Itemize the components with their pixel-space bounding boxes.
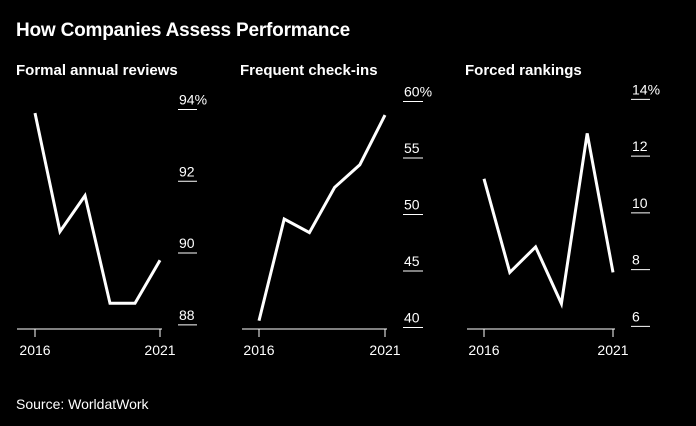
forced-rankings-x-tick-label-2021: 2021 [597,342,628,358]
panel-title-forced-rankings: Forced rankings [465,62,582,79]
formal-annual-reviews-x-tick-label-2016: 2016 [19,342,50,358]
source-note: Source: WorldatWork [16,396,149,412]
forced-rankings-y-tick-label-6: 6 [632,308,640,324]
formal-annual-reviews-y-tick-label-88: 88 [179,307,195,323]
forced-rankings-x-tick-label-2016: 2016 [468,342,499,358]
frequent-check-ins-x-tick-label-2021: 2021 [369,342,400,358]
frequent-check-ins-y-tick-label-60: 60% [404,84,432,100]
formal-annual-reviews-y-tick-label-90: 90 [179,235,195,251]
frequent-check-ins-y-tick-label-55: 55 [404,140,420,156]
panel-title-frequent-check-ins: Frequent check-ins [240,62,378,79]
formal-annual-reviews-series-line [33,112,162,305]
formal-annual-reviews-y-tick-label-92: 92 [179,163,195,179]
forced-rankings-series-line [482,133,615,309]
formal-annual-reviews-y-tick-label-94: 94% [179,92,207,108]
forced-rankings-y-tick-label-8: 8 [632,252,640,268]
chart-title: How Companies Assess Performance [16,20,350,41]
frequent-check-ins-y-tick-label-45: 45 [404,253,420,269]
forced-rankings-y-tick-label-14: 14% [632,81,660,97]
forced-rankings-y-tick-label-10: 10 [632,195,648,211]
frequent-check-ins-series-line [257,114,387,322]
panel-title-formal-annual-reviews: Formal annual reviews [16,62,178,79]
frequent-check-ins-x-tick-label-2016: 2016 [243,342,274,358]
forced-rankings-y-tick-label-12: 12 [632,138,648,154]
frequent-check-ins-y-tick-label-40: 40 [404,309,420,325]
frequent-check-ins-y-tick-label-50: 50 [404,197,420,213]
formal-annual-reviews-x-tick-label-2021: 2021 [144,342,175,358]
